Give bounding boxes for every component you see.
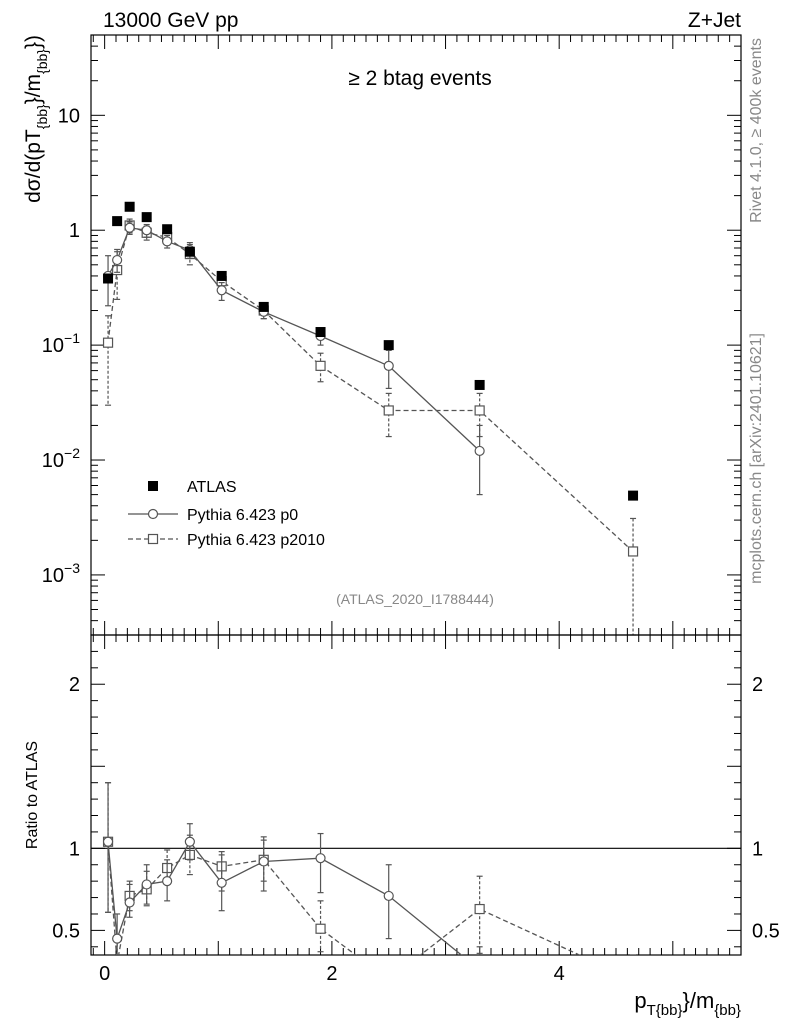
x-tick-labels: 0 2 4 [99,963,565,985]
atlas-main-point [141,212,152,223]
p2010-ratio-point [384,975,393,984]
legend-atlas-label: ATLAS [187,479,237,496]
atlas-main-point [124,201,135,212]
ratio-y-tick-label-right: 2 [752,674,763,696]
atlas-main-point [184,246,195,257]
atlas-main-point [315,327,326,338]
p2010-main-point [474,405,485,416]
p0-ratio-point [258,856,269,867]
p2010-main-point [315,360,326,371]
main-y-ticks: 10−3 10−2 10−1 1 10 [42,34,741,636]
p0-ratio-point [315,853,326,864]
atlas-main-point [628,490,639,501]
p2010-main-point [102,337,114,348]
p2010-ratio-point [113,959,122,968]
ratio-panel-frame [90,634,742,956]
p0-main-point [112,254,123,266]
ratio-y-axis-label: Ratio to ATLAS [24,741,41,849]
mcplots-label: mcplots.cern.ch [arXiv:2401.10621] [748,333,765,584]
p2010-main-point [627,546,639,557]
atlas-main-point [112,216,123,227]
ratio-y-ticks: 0.5 0.5 1 1 2 2 [52,634,780,948]
p0-main-point [474,445,485,457]
ratio-panel: 0.5 0.5 1 1 2 2 Ratio to ATLAS [24,634,780,984]
main-x-ticks [92,35,731,635]
p2010-ratio-point [474,903,485,915]
x-tick-label: 2 [326,963,337,985]
p2010-main-line [107,224,634,552]
header-left: 13000 GeV pp [103,9,238,32]
x-axis-label: pT{bb}}/m{bb} [634,988,741,1019]
p0-ratio-point [475,965,484,974]
header-right: Z+Jet [688,9,741,32]
atlas-main-point [383,340,394,351]
atlas-main-point [474,379,485,390]
p0-ratio-point [162,876,173,887]
p0-ratio-point [124,897,135,908]
x-tick-label: 0 [99,963,110,985]
legend-p0-label: Pythia 6.423 p0 [187,507,298,524]
p0-main-point [216,285,227,296]
ratio-y-tick-label-left: 1 [69,838,80,860]
atlas-main-point [216,270,227,281]
p2010-ratio-line [107,841,582,955]
ratio-y-tick-label-left: 0.5 [52,920,80,942]
legend: ATLAS Pythia 6.423 p0 Pythia 6.423 p2010 [128,479,325,549]
p0-main-point [141,225,152,236]
ratio-data [102,782,638,984]
p0-ratio-line [107,840,463,955]
ratio-y-tick-label-right: 1 [752,838,763,860]
main-y-tick-label: 1 [69,220,80,242]
main-y-tick-label: 10 [58,105,80,127]
p2010-ratio-point [629,975,638,984]
legend-p2010-label: Pythia 6.423 p2010 [187,532,325,549]
ratio-y-tick-label-left: 2 [69,674,80,696]
p0-ratio-point [141,879,152,890]
p0-ratio-point [184,836,195,847]
main-panel: 10−3 10−2 10−1 1 10 ≥ 2 btag events (ATLAS_2… [22,34,742,636]
p0-main-point [162,236,173,247]
plot-title: ≥ 2 btag events [348,67,491,90]
p0-main-point [383,360,394,371]
atlas-main-point [258,301,269,312]
main-data [102,201,639,636]
p0-ratio-point [216,877,227,888]
rivet-version-label: Rivet 4.1.0, ≥ 400k events [748,38,765,223]
ratio-y-tick-label-right: 0.5 [752,920,780,942]
atlas-main-point [103,273,114,284]
p2010-main-point [383,405,394,416]
main-y-tick-label: 10−3 [42,560,80,587]
main-y-axis-label: dσ/d(pT{bb}}/m{bb}}) [22,35,50,203]
p0-ratio-point [102,836,114,847]
ratio-x-ticks [92,635,731,955]
legend-p0-marker [147,508,159,520]
p0-ratio-point [112,933,123,944]
p0-main-point [124,222,135,233]
p0-ratio-point [383,890,394,902]
legend-p2010-marker [147,533,159,545]
p2010-ratio-point [315,923,326,934]
legend-atlas-marker [148,481,158,491]
main-y-tick-label: 10−2 [42,445,80,472]
analysis-id: (ATLAS_2020_I1788444) [336,591,494,607]
x-tick-label: 4 [554,963,565,985]
atlas-main-point [162,224,173,235]
main-y-tick-label: 10−1 [42,330,80,357]
